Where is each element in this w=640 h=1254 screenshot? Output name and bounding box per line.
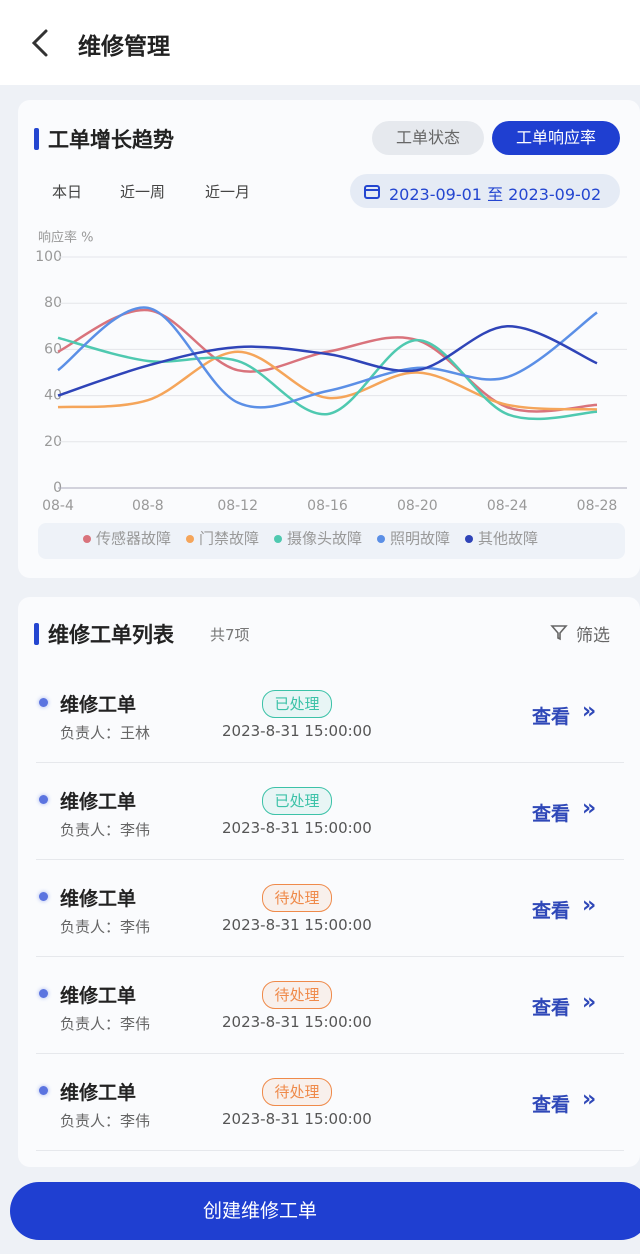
item-time: 2023-8-31 15:00:00 — [222, 1013, 372, 1031]
item-owner: 负责人：李伟 — [60, 1112, 151, 1130]
divider — [36, 1053, 624, 1054]
list-count: 共7项 — [210, 626, 250, 644]
view-chevron: » — [582, 990, 597, 1015]
view-button[interactable]: 查看 — [532, 997, 571, 1019]
list-card — [18, 597, 640, 1167]
section-marker — [34, 623, 39, 645]
item-time: 2023-8-31 15:00:00 — [222, 819, 372, 837]
legend-dot — [186, 535, 194, 543]
legend-label: 门禁故障 — [199, 530, 259, 548]
view-chevron: » — [582, 1087, 597, 1112]
y-axis-label: 响应率 % — [38, 230, 94, 246]
x-tick-label: 08-12 — [217, 498, 258, 514]
series-line — [57, 350, 598, 411]
page-title: 维修管理 — [78, 34, 170, 60]
divider — [36, 859, 624, 860]
bullet — [39, 698, 48, 707]
item-title: 维修工单 — [60, 1082, 137, 1104]
header — [0, 0, 640, 85]
legend-label: 照明故障 — [390, 530, 450, 548]
legend-dot — [274, 535, 282, 543]
bullet — [39, 892, 48, 901]
y-tick-label: 100 — [35, 249, 62, 265]
divider — [36, 762, 624, 763]
view-button[interactable]: 查看 — [532, 706, 571, 728]
status-badge: 待处理 — [262, 884, 332, 912]
bullet — [39, 1086, 48, 1095]
series-line — [57, 306, 598, 409]
x-tick-label: 08-20 — [397, 498, 438, 514]
x-tick-label: 08-16 — [307, 498, 348, 514]
section-title: 维修工单列表 — [48, 623, 174, 647]
x-tick-label: 08-24 — [487, 498, 528, 514]
bullet — [39, 989, 48, 998]
calendar-icon — [364, 185, 380, 199]
view-chevron: » — [582, 796, 597, 821]
item-time: 2023-8-31 15:00:00 — [222, 916, 372, 934]
status-badge: 已处理 — [262, 690, 332, 718]
view-chevron: » — [582, 893, 597, 918]
legend-label: 摄像头故障 — [287, 530, 362, 548]
item-owner: 负责人：李伟 — [60, 1015, 151, 1033]
item-title: 维修工单 — [60, 791, 137, 813]
legend-dot — [465, 535, 473, 543]
back-button[interactable] — [28, 28, 52, 58]
item-owner: 负责人：李伟 — [60, 821, 151, 839]
date-range-text: 2023-09-01 至 2023-09-02 — [389, 185, 602, 204]
y-tick-label: 0 — [53, 480, 62, 496]
view-chevron: » — [582, 699, 597, 724]
legend — [38, 523, 625, 559]
create-button-label: 创建维修工单 — [202, 1200, 317, 1222]
status-badge: 已处理 — [262, 787, 332, 815]
series-line — [57, 325, 598, 397]
item-time: 2023-8-31 15:00:00 — [222, 1110, 372, 1128]
view-button[interactable]: 查看 — [532, 1094, 571, 1116]
x-tick-label: 08-4 — [42, 498, 74, 514]
item-title: 维修工单 — [60, 985, 137, 1007]
tab[interactable]: 工单响应率 — [492, 121, 620, 155]
bullet — [39, 795, 48, 804]
y-tick-label: 40 — [44, 388, 62, 404]
x-tick-label: 08-8 — [132, 498, 164, 514]
range-option[interactable]: 本日 — [52, 183, 83, 201]
item-owner: 负责人：李伟 — [60, 918, 151, 936]
divider — [36, 1150, 624, 1151]
status-badge: 待处理 — [262, 981, 332, 1009]
y-tick-label: 60 — [44, 341, 62, 357]
legend-dot — [83, 535, 91, 543]
filter-button[interactable]: 筛选 — [576, 626, 610, 646]
section-title: 工单增长趋势 — [48, 128, 174, 152]
divider — [36, 956, 624, 957]
status-badge: 待处理 — [262, 1078, 332, 1106]
create-button[interactable] — [10, 1182, 640, 1240]
item-title: 维修工单 — [60, 888, 137, 910]
series-line — [57, 336, 598, 421]
y-tick-label: 80 — [44, 295, 62, 311]
range-option[interactable]: 近一周 — [120, 183, 166, 201]
line-chart: 响应率 % 0 20 40 60 80 100 08-4 08-8 08-12 08-16 08-20… — [35, 230, 627, 559]
date-range[interactable] — [350, 174, 620, 208]
series-line — [57, 308, 598, 413]
item-title: 维修工单 — [60, 694, 137, 716]
view-button[interactable]: 查看 — [532, 900, 571, 922]
view-button[interactable]: 查看 — [532, 803, 571, 825]
filter-icon — [550, 625, 568, 641]
legend-label: 传感器故障 — [96, 530, 171, 548]
item-owner: 负责人：王林 — [60, 724, 151, 742]
legend-label: 其他故障 — [478, 530, 538, 548]
legend-dot — [377, 535, 385, 543]
section-marker — [34, 128, 39, 150]
range-option[interactable]: 近一月 — [205, 183, 251, 201]
x-tick-label: 08-28 — [577, 498, 618, 514]
tab[interactable]: 工单状态 — [372, 121, 484, 155]
y-tick-label: 20 — [44, 434, 62, 450]
item-time: 2023-8-31 15:00:00 — [222, 722, 372, 740]
